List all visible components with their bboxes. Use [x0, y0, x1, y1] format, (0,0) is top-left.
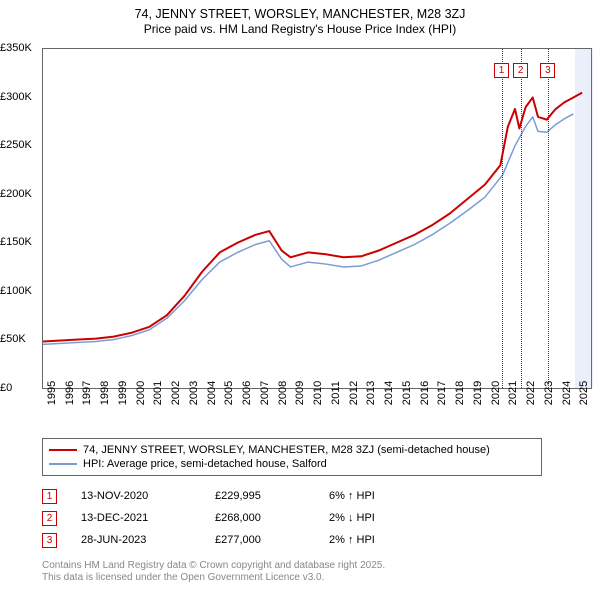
x-tick-label: 2005: [223, 381, 235, 405]
sale-marker-line: [521, 49, 522, 388]
x-tick-label: 2003: [188, 381, 200, 405]
x-tick-label: 2019: [472, 381, 484, 405]
x-tick-label: 1996: [64, 381, 76, 405]
sale-marker-box: 2: [513, 63, 528, 78]
x-tick-label: 2021: [507, 381, 519, 405]
x-tick-label: 1999: [117, 381, 129, 405]
sale-marker-line: [502, 49, 503, 388]
sale-row: 1 13-NOV-2020 £229,995 6% ↑ HPI: [42, 485, 562, 507]
sale-price: £268,000: [215, 512, 305, 524]
legend-swatch-1: [49, 449, 77, 451]
sale-price: £277,000: [215, 534, 305, 546]
chart-title: 74, JENNY STREET, WORSLEY, MANCHESTER, M…: [0, 0, 600, 38]
x-axis: 1995199619971998199920002001200220032004…: [42, 390, 592, 435]
legend-item-2: HPI: Average price, semi-detached house,…: [49, 457, 535, 471]
legend-label-2: HPI: Average price, semi-detached house,…: [83, 458, 327, 470]
sale-index-box: 2: [42, 511, 57, 526]
sale-price: £229,995: [215, 490, 305, 502]
x-tick-label: 2004: [206, 381, 218, 405]
x-tick-label: 2024: [561, 381, 573, 405]
x-tick-label: 1995: [46, 381, 58, 405]
sale-row: 2 13-DEC-2021 £268,000 2% ↓ HPI: [42, 507, 562, 529]
sale-date: 13-DEC-2021: [81, 512, 191, 524]
legend: 74, JENNY STREET, WORSLEY, MANCHESTER, M…: [42, 438, 542, 476]
x-tick-label: 2013: [365, 381, 377, 405]
x-tick-label: 2015: [401, 381, 413, 405]
sale-date: 28-JUN-2023: [81, 534, 191, 546]
x-tick-label: 2007: [259, 381, 271, 405]
legend-item-1: 74, JENNY STREET, WORSLEY, MANCHESTER, M…: [49, 443, 535, 457]
sales-table: 1 13-NOV-2020 £229,995 6% ↑ HPI 2 13-DEC-2021…: [42, 485, 562, 551]
x-tick-label: 2000: [135, 381, 147, 405]
chart-container: 74, JENNY STREET, WORSLEY, MANCHESTER, M…: [0, 0, 600, 590]
sale-date: 13-NOV-2020: [81, 490, 191, 502]
x-tick-label: 2023: [543, 381, 555, 405]
x-tick-label: 2025: [578, 381, 590, 405]
sale-index-box: 3: [42, 533, 57, 548]
x-tick-label: 2014: [383, 381, 395, 405]
x-tick-label: 2020: [490, 381, 502, 405]
sale-diff: 2% ↑ HPI: [329, 534, 409, 546]
series-hpi: [43, 114, 573, 345]
x-tick-label: 2008: [277, 381, 289, 405]
x-tick-label: 2012: [348, 381, 360, 405]
x-tick-label: 2002: [170, 381, 182, 405]
plot-area: [42, 48, 592, 388]
footer-line-2: This data is licensed under the Open Gov…: [42, 572, 385, 584]
chart-svg: [43, 49, 591, 388]
x-tick-label: 2011: [330, 381, 342, 405]
sale-diff: 2% ↓ HPI: [329, 512, 409, 524]
x-tick-label: 2010: [312, 381, 324, 405]
x-tick-label: 2017: [436, 381, 448, 405]
x-tick-label: 2016: [419, 381, 431, 405]
x-tick-label: 2001: [152, 381, 164, 405]
footer-line-1: Contains HM Land Registry data © Crown c…: [42, 560, 385, 572]
footer-attribution: Contains HM Land Registry data © Crown c…: [42, 560, 385, 584]
x-tick-label: 1997: [81, 381, 93, 405]
sale-marker-box: 3: [540, 63, 555, 78]
title-line-1: 74, JENNY STREET, WORSLEY, MANCHESTER, M…: [0, 6, 600, 22]
y-axis: £0£50K£100K£150K£200K£250K£300K£350K: [0, 48, 40, 388]
legend-label-1: 74, JENNY STREET, WORSLEY, MANCHESTER, M…: [83, 444, 490, 456]
sale-diff: 6% ↑ HPI: [329, 490, 409, 502]
x-tick-label: 1998: [99, 381, 111, 405]
sale-marker-line: [548, 49, 549, 388]
sale-index-box: 1: [42, 489, 57, 504]
x-tick-label: 2022: [525, 381, 537, 405]
sale-marker-box: 1: [494, 63, 509, 78]
x-tick-label: 2009: [294, 381, 306, 405]
title-line-2: Price paid vs. HM Land Registry's House …: [0, 22, 600, 38]
x-tick-label: 2018: [454, 381, 466, 405]
x-tick-label: 2006: [241, 381, 253, 405]
legend-swatch-2: [49, 463, 77, 465]
sale-row: 3 28-JUN-2023 £277,000 2% ↑ HPI: [42, 529, 562, 551]
